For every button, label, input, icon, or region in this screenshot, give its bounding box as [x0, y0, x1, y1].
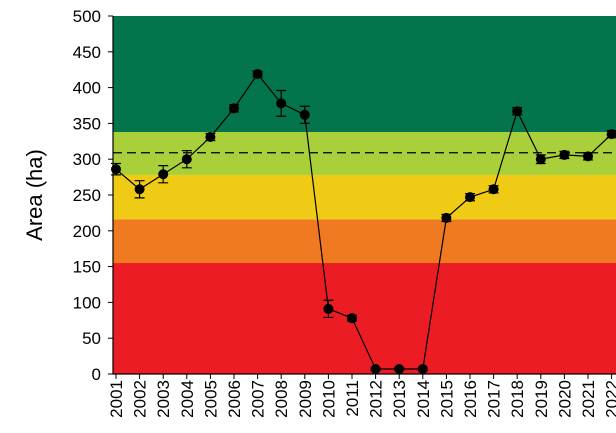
y-tick-label: 250 [73, 186, 101, 205]
data-point [323, 303, 334, 314]
data-point [181, 154, 192, 165]
y-axis-label: Area (ha) [22, 149, 47, 241]
x-tick-label: 2019 [532, 380, 551, 418]
x-tick-label: 2018 [508, 380, 527, 418]
x-tick-label: 2003 [154, 380, 173, 418]
x-tick-label: 2021 [579, 380, 598, 418]
data-point [347, 313, 357, 324]
data-point [205, 132, 216, 143]
x-tick-label: 2011 [343, 380, 362, 417]
data-point [229, 103, 239, 114]
x-tick-label: 2020 [555, 380, 574, 418]
data-point [111, 164, 121, 175]
x-tick-label: 2012 [367, 380, 386, 418]
data-point [583, 151, 593, 162]
threshold-band [113, 263, 616, 374]
y-tick-label: 0 [92, 365, 101, 384]
y-tick-label: 150 [73, 258, 101, 277]
x-tick-label: 2002 [131, 380, 150, 418]
x-tick-label: 2007 [249, 380, 268, 418]
threshold-band [113, 219, 616, 264]
threshold-band [113, 16, 616, 132]
data-point [252, 68, 263, 79]
data-point [535, 154, 546, 165]
data-point [512, 106, 523, 117]
x-tick-label: 2008 [272, 380, 291, 418]
y-tick-label: 350 [73, 114, 101, 133]
x-tick-label: 2013 [390, 380, 409, 418]
x-tick-label: 2004 [178, 380, 197, 418]
x-tick-label: 2022 [603, 380, 616, 418]
threshold-band [113, 174, 616, 220]
x-tick-label: 2001 [107, 380, 126, 418]
x-tick-label: 2009 [296, 380, 315, 418]
data-point [134, 184, 145, 195]
data-point [276, 98, 287, 109]
x-tick-label: 2014 [414, 380, 433, 418]
data-point [441, 212, 452, 223]
x-tick-label: 2006 [225, 380, 244, 418]
data-point [394, 363, 405, 374]
data-point [370, 363, 381, 374]
y-tick-label: 50 [82, 329, 101, 348]
data-point [417, 363, 428, 374]
x-tick-label: 2010 [319, 380, 338, 418]
y-tick-label: 100 [73, 293, 101, 312]
data-point [158, 169, 169, 180]
y-tick-label: 200 [73, 222, 101, 241]
threshold-band [113, 131, 616, 175]
data-point [559, 149, 570, 160]
data-line [115, 72, 613, 370]
y-tick-label: 400 [73, 79, 101, 98]
y-tick-label: 300 [73, 150, 101, 169]
x-tick-label: 2005 [201, 380, 220, 418]
data-point [465, 192, 475, 203]
y-tick-label: 450 [73, 43, 101, 62]
y-tick-label: 500 [73, 7, 101, 26]
x-tick-label: 2017 [485, 380, 504, 418]
data-point [488, 184, 499, 195]
data-point [299, 109, 310, 120]
x-tick-label: 2016 [461, 380, 480, 418]
data-point [606, 129, 616, 140]
x-tick-label: 2015 [437, 380, 456, 418]
